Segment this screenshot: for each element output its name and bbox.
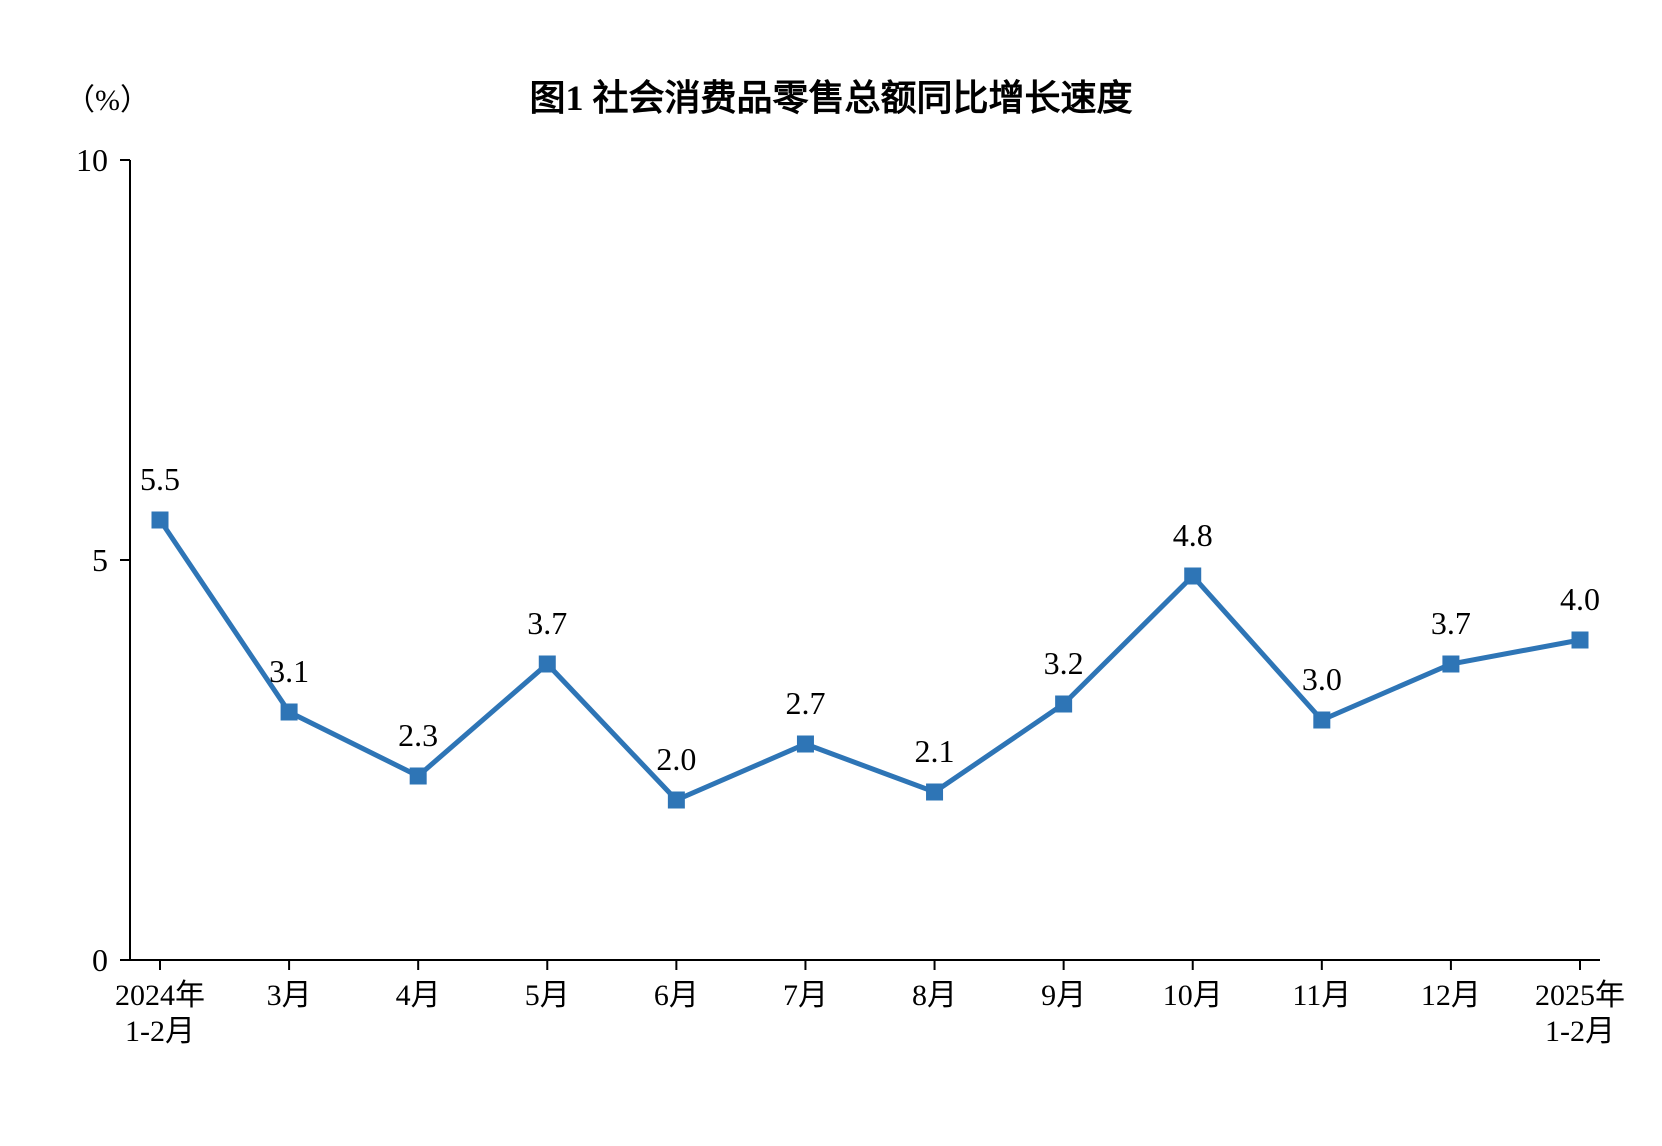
data-marker [539,656,555,672]
x-tick-label: 2025年 [1535,979,1625,1012]
data-label: 2.1 [915,733,955,769]
chart-title: 图1 社会消费品零售总额同比增长速度 [529,78,1132,118]
x-tick-label: 8月 [912,979,957,1012]
data-label: 2.0 [656,741,696,777]
data-label: 3.7 [1431,605,1471,641]
x-tick-label: 4月 [396,979,441,1012]
data-label: 3.7 [527,605,567,641]
data-label: 5.5 [140,461,180,497]
chart-container: 图1 社会消费品零售总额同比增长速度（%）05102024年1-2月3月4月5月… [0,0,1662,1146]
x-tick-label: 12月 [1421,979,1481,1012]
x-tick-label: 2024年 [115,979,205,1012]
y-axis-unit-label: （%） [65,84,150,117]
chart-background [0,0,1662,1146]
x-tick-label: 1-2月 [125,1015,195,1048]
y-tick-label: 5 [92,542,108,578]
data-label: 2.3 [398,717,438,753]
x-tick-label: 3月 [267,979,312,1012]
data-label: 3.2 [1044,645,1084,681]
x-tick-label: 1-2月 [1545,1015,1615,1048]
data-marker [797,736,813,752]
data-label: 4.0 [1560,581,1600,617]
data-label: 2.7 [785,685,825,721]
data-marker [1056,696,1072,712]
y-tick-label: 10 [76,142,108,178]
data-marker [1443,656,1459,672]
data-marker [668,792,684,808]
line-chart-svg: 图1 社会消费品零售总额同比增长速度（%）05102024年1-2月3月4月5月… [0,0,1662,1146]
x-tick-label: 6月 [654,979,699,1012]
data-marker [1185,568,1201,584]
data-marker [410,768,426,784]
data-marker [152,512,168,528]
data-label: 3.1 [269,653,309,689]
x-tick-label: 5月 [525,979,570,1012]
x-tick-label: 10月 [1163,979,1223,1012]
y-tick-label: 0 [92,942,108,978]
data-marker [281,704,297,720]
data-label: 4.8 [1173,517,1213,553]
data-marker [1572,632,1588,648]
data-marker [927,784,943,800]
data-marker [1314,712,1330,728]
data-label: 3.0 [1302,661,1342,697]
x-tick-label: 9月 [1041,979,1086,1012]
x-tick-label: 11月 [1292,979,1351,1012]
x-tick-label: 7月 [783,979,828,1012]
